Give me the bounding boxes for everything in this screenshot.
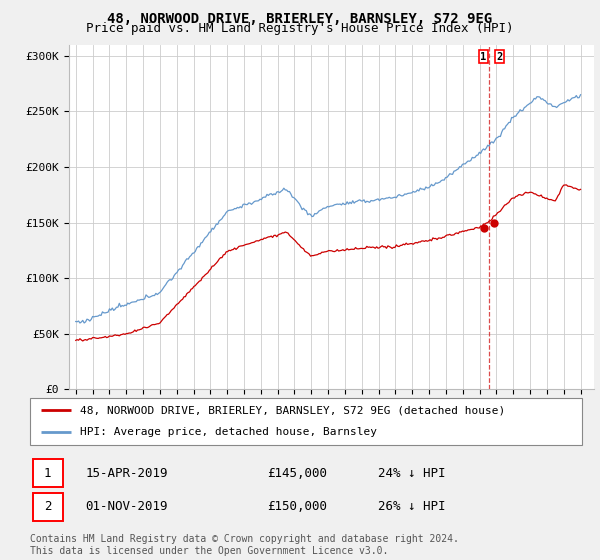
- Text: 2: 2: [496, 52, 503, 62]
- Text: 01-NOV-2019: 01-NOV-2019: [85, 500, 168, 514]
- Text: Price paid vs. HM Land Registry's House Price Index (HPI): Price paid vs. HM Land Registry's House …: [86, 22, 514, 35]
- Text: HPI: Average price, detached house, Barnsley: HPI: Average price, detached house, Barn…: [80, 427, 377, 437]
- FancyBboxPatch shape: [33, 493, 63, 521]
- Text: 1: 1: [44, 466, 52, 480]
- Text: 48, NORWOOD DRIVE, BRIERLEY, BARNSLEY, S72 9EG: 48, NORWOOD DRIVE, BRIERLEY, BARNSLEY, S…: [107, 12, 493, 26]
- Text: 1: 1: [481, 52, 487, 62]
- Text: 26% ↓ HPI: 26% ↓ HPI: [378, 500, 445, 514]
- Text: Contains HM Land Registry data © Crown copyright and database right 2024.
This d: Contains HM Land Registry data © Crown c…: [30, 534, 459, 556]
- Text: 15-APR-2019: 15-APR-2019: [85, 466, 168, 480]
- FancyBboxPatch shape: [33, 459, 63, 487]
- Text: £145,000: £145,000: [268, 466, 328, 480]
- Text: 48, NORWOOD DRIVE, BRIERLEY, BARNSLEY, S72 9EG (detached house): 48, NORWOOD DRIVE, BRIERLEY, BARNSLEY, S…: [80, 405, 505, 416]
- Text: 2: 2: [44, 500, 52, 514]
- Text: 24% ↓ HPI: 24% ↓ HPI: [378, 466, 445, 480]
- Text: £150,000: £150,000: [268, 500, 328, 514]
